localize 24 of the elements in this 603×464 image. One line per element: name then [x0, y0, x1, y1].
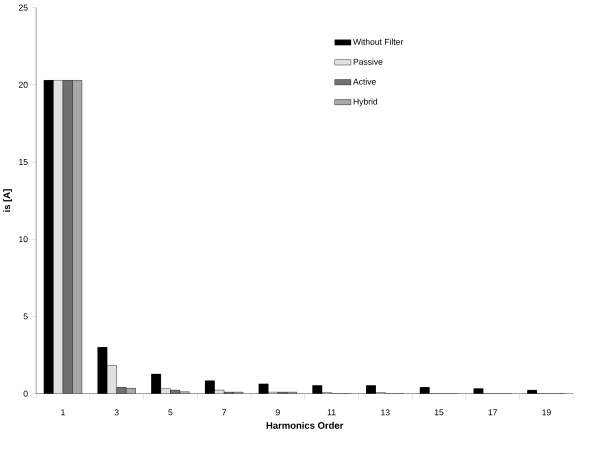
- y-tick-label: 10: [19, 236, 28, 242]
- bar: [116, 387, 126, 394]
- legend-label: Passive: [354, 58, 382, 65]
- x-tick-label: 13: [381, 409, 390, 416]
- x-axis-title: Harmonics Order: [266, 422, 344, 429]
- y-tick-label: 5: [24, 313, 28, 320]
- x-tick-label: 11: [328, 409, 336, 416]
- x-tick-label: 17: [488, 409, 498, 416]
- x-tick-label: 9: [276, 409, 280, 416]
- y-tick-label: 15: [19, 159, 28, 165]
- y-axis-title: is [A]: [3, 189, 12, 212]
- y-tick-label: 20: [18, 82, 28, 88]
- x-tick-label: 19: [542, 409, 551, 416]
- bar: [107, 365, 117, 394]
- x-tick-label: 5: [168, 409, 172, 416]
- legend-label: Without Filter: [353, 38, 404, 45]
- x-tick-label: 15: [434, 409, 444, 416]
- x-tick-label: 1: [61, 409, 65, 416]
- x-tick-label: 3: [114, 409, 119, 416]
- legend-label: Hybrid: [354, 98, 378, 106]
- x-tick-label: 7: [222, 409, 226, 416]
- y-tick-label: 25: [18, 4, 28, 11]
- legend-label: Active: [353, 78, 376, 85]
- y-tick-label: 0: [24, 390, 28, 397]
